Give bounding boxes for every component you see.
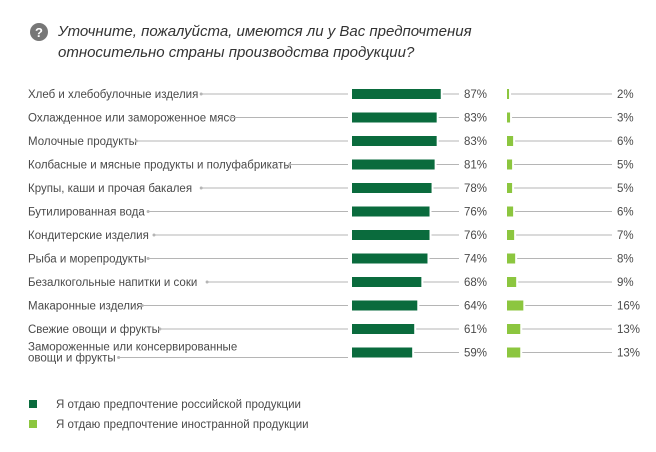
question-mark-glyph: ?: [35, 25, 43, 40]
value-label-russian: 83%: [464, 113, 487, 125]
category-label: Крупы, каши и прочая бакалея: [28, 183, 192, 195]
leader-dot: [146, 210, 150, 213]
value-label-russian: 83%: [464, 136, 487, 148]
category-label: овощи и фрукты: [28, 353, 116, 365]
leader-dot: [134, 139, 138, 143]
bar-russian: [352, 159, 435, 170]
leader-dot: [199, 92, 203, 96]
legend-label: Я отдаю предпочтение российской продукци…: [56, 399, 301, 411]
bar-foreign: [507, 277, 517, 287]
value-label-foreign: 5%: [617, 160, 634, 172]
value-label-foreign: 2%: [617, 89, 634, 101]
value-label-russian: 61%: [464, 324, 487, 336]
value-label-foreign: 8%: [617, 254, 634, 266]
value-label-russian: 74%: [464, 254, 487, 266]
bar-foreign: [507, 324, 521, 334]
bar-russian: [352, 230, 430, 240]
bar-russian: [352, 347, 413, 358]
bar-russian: [352, 136, 437, 146]
leader-dot: [146, 257, 150, 260]
bar-foreign: [507, 347, 521, 358]
category-label: Охлажденное или замороженное мясо: [28, 113, 236, 125]
bar-russian: [352, 324, 415, 334]
leader-dot: [140, 304, 144, 307]
bar-russian: [352, 183, 432, 193]
value-label-russian: 59%: [464, 348, 487, 360]
bar-foreign: [507, 206, 514, 217]
value-label-foreign: 7%: [617, 230, 634, 242]
leader-dot: [158, 327, 162, 331]
value-label-foreign: 3%: [617, 113, 634, 125]
value-label-foreign: 13%: [617, 324, 640, 336]
category-label: Свежие овощи и фрукты: [28, 324, 160, 336]
question-circle-icon: [30, 23, 48, 41]
value-label-foreign: 9%: [617, 277, 634, 289]
legend-swatch: [29, 420, 37, 428]
bar-russian: [352, 253, 428, 264]
category-label: Кондитерские изделия: [28, 230, 149, 242]
value-label-russian: 76%: [464, 207, 487, 219]
leader-dot: [199, 186, 203, 190]
value-label-russian: 68%: [464, 277, 487, 289]
bar-foreign: [507, 183, 513, 193]
bar-foreign: [507, 253, 516, 264]
bar-russian: [352, 206, 430, 217]
chart-title-line: Уточните, пожалуйста, имеются ли у Вас п…: [57, 23, 472, 40]
category-label: Рыба и морепродукты: [28, 254, 146, 266]
bar-foreign: [507, 89, 510, 99]
bar-foreign: [507, 230, 515, 240]
value-label-russian: 76%: [464, 230, 487, 242]
value-label-foreign: 13%: [617, 348, 640, 360]
category-label: Безалкогольные напитки и соки: [28, 277, 197, 289]
value-label-foreign: 5%: [617, 183, 634, 195]
leader-dot: [229, 116, 233, 119]
category-label: Бутилированная вода: [28, 207, 145, 219]
bar-russian: [352, 300, 418, 311]
value-label-russian: 87%: [464, 89, 487, 101]
category-label: Молочные продукты: [28, 136, 137, 148]
bar-foreign: [507, 136, 514, 146]
category-label: Колбасные и мясные продукты и полуфабрик…: [28, 160, 292, 172]
bar-foreign: [507, 112, 511, 123]
value-label-foreign: 6%: [617, 136, 634, 148]
bar-foreign: [507, 300, 524, 311]
legend-swatch: [29, 400, 37, 408]
leader-dot: [117, 356, 121, 359]
category-label: Замороженные или консервированные: [28, 342, 237, 354]
chart-title-line: относительно страны производства продукц…: [58, 44, 415, 61]
value-label-foreign: 6%: [617, 207, 634, 219]
value-label-foreign: 16%: [617, 301, 640, 313]
category-label: Макаронные изделия: [28, 301, 143, 313]
leader-dot: [205, 280, 209, 284]
value-label-russian: 81%: [464, 160, 487, 172]
leader-dot: [152, 233, 156, 237]
bar-russian: [352, 277, 422, 287]
bar-russian: [352, 112, 437, 123]
value-label-russian: 64%: [464, 301, 487, 313]
bar-russian: [352, 89, 441, 99]
leader-dot: [288, 163, 292, 166]
legend-label: Я отдаю предпочтение иностранной продукц…: [56, 419, 309, 431]
value-label-russian: 78%: [464, 183, 487, 195]
bar-foreign: [507, 159, 513, 170]
category-label: Хлеб и хлебобулочные изделия: [28, 89, 198, 101]
